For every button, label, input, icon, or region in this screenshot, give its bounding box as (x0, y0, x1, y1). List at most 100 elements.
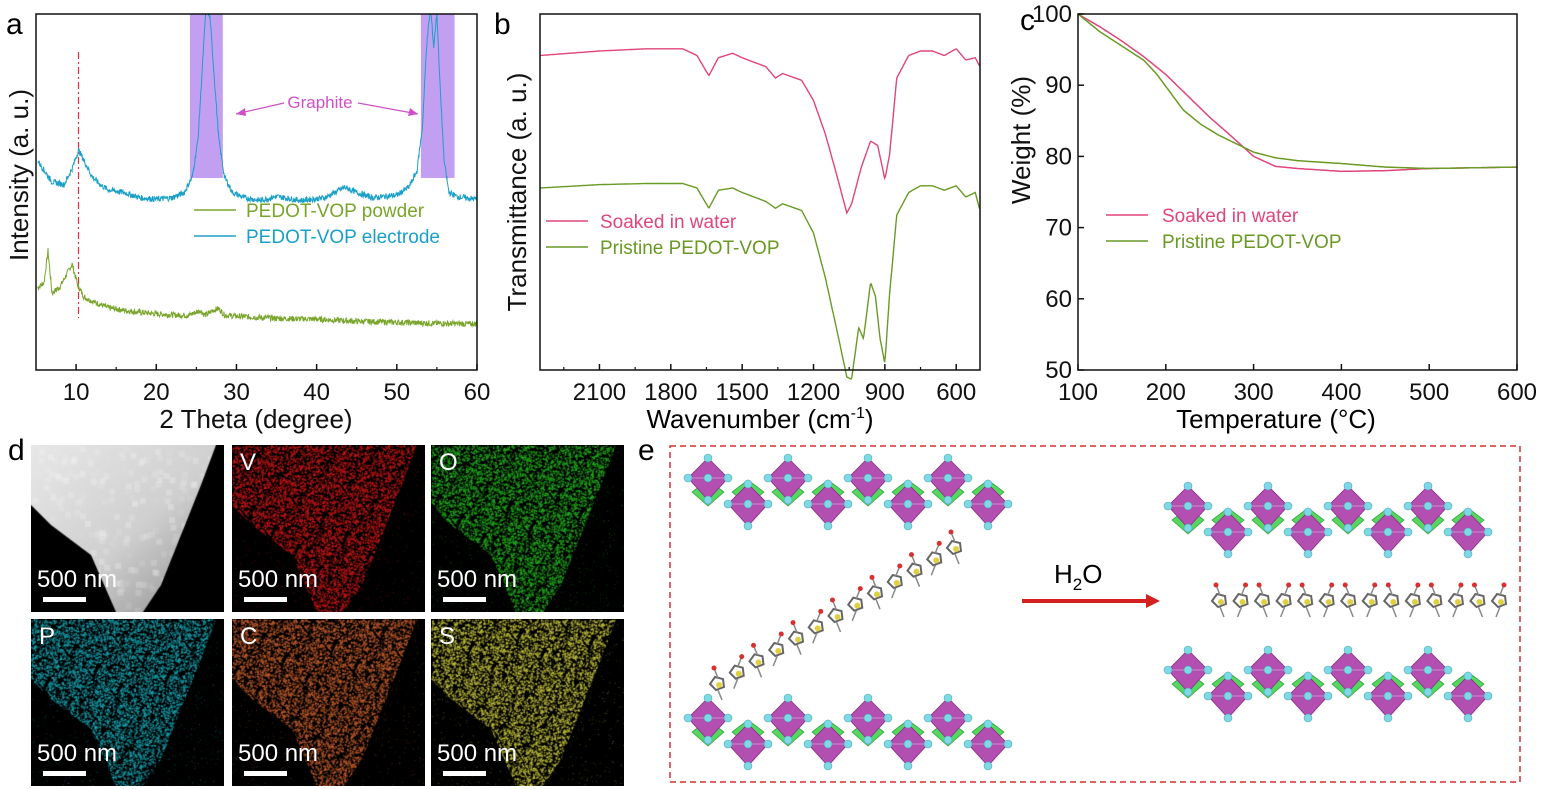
x-tick-label: 2100 (573, 379, 626, 406)
oxygen-atom (743, 719, 753, 729)
oxygen-atom (703, 713, 713, 723)
oxygen-atom (1303, 507, 1313, 517)
oxygen-atom (763, 713, 773, 723)
oxygen-atom-red (1256, 582, 1262, 588)
graphite-band-1 (189, 14, 223, 178)
panel-letter-c: c (1020, 4, 1035, 37)
oxygen-atom (883, 713, 893, 723)
sulfur-atom (913, 568, 920, 575)
y-tick-label: 90 (1045, 72, 1072, 99)
oxygen-atom (1303, 527, 1313, 537)
oxygen-atom (823, 761, 833, 771)
oxygen-atom (823, 521, 833, 531)
sulfur-atom (834, 614, 841, 620)
oxygen-atom (1343, 523, 1353, 533)
bond (796, 644, 802, 655)
oxygen-atom (983, 479, 993, 489)
oxygen-atom (763, 499, 773, 509)
oxygen-atom (1183, 523, 1193, 533)
oxygen-atom (903, 761, 913, 771)
bond (1391, 606, 1398, 618)
oxygen-atom-red (948, 529, 954, 535)
oxygen-atom-red (711, 665, 717, 671)
bond (1434, 606, 1441, 618)
oxygen-atom (803, 713, 813, 723)
oxygen-atom (863, 713, 873, 723)
oxygen-atom (1283, 527, 1293, 537)
oxygen-atom (1363, 527, 1373, 537)
thiophene-ring (1253, 592, 1271, 609)
series-pristine (1077, 13, 1517, 170)
thiophene-ring (886, 573, 903, 590)
h2o-label-sub: 2 (1073, 575, 1082, 594)
bond (733, 678, 739, 689)
oxygen-atom (923, 739, 933, 749)
bond (1366, 606, 1372, 618)
pedot-chain-after (1210, 582, 1508, 618)
scale-bar-label: 500 nm (437, 740, 518, 767)
sulfur-atom (893, 580, 900, 586)
oxygen-atom (1463, 507, 1473, 517)
oxygen-atom (1303, 691, 1313, 701)
oxygen-atom (943, 735, 953, 745)
series-soaked (1077, 13, 1517, 173)
oxygen-atom (1223, 671, 1233, 681)
sulfur-atom (1368, 599, 1375, 605)
graphite-arrow-right (357, 102, 419, 115)
oxygen-atom (843, 473, 853, 483)
sulfur-atom (1454, 599, 1461, 605)
oxygen-atom (1383, 549, 1393, 559)
oxygen-atom (1423, 481, 1433, 491)
oxygen-atom-red (857, 586, 863, 592)
oxygen-atom (883, 499, 893, 509)
oxygen-atom (1263, 687, 1273, 697)
oxygen-atom (1003, 739, 1013, 749)
oxygen-atom-red (1471, 582, 1477, 588)
oxygen-atom (1283, 691, 1293, 701)
oxygen-atom (803, 473, 813, 483)
sulfur-atom (1433, 599, 1440, 605)
oxygen-atom (783, 693, 793, 703)
oxygen-atom (783, 473, 793, 483)
oxygen-atom (1183, 501, 1193, 511)
oxygen-atom (823, 739, 833, 749)
y-tick-label: 80 (1045, 143, 1072, 170)
oxygen-atom-red (897, 563, 903, 569)
scale-bar-label: 500 nm (37, 566, 118, 593)
oxygen-atom (1183, 481, 1193, 491)
oxygen-atom (723, 499, 733, 509)
oxygen-atom (1443, 665, 1453, 675)
x-tick-label: 100 (1058, 379, 1098, 406)
oxygen-atom (963, 473, 973, 483)
oxygen-atom (1483, 691, 1493, 701)
thiophene-ring (708, 675, 726, 692)
oxygen-atom (1463, 549, 1473, 559)
oxygen-atom (743, 499, 753, 509)
oxygen-atom (883, 473, 893, 483)
oxygen-atom (683, 473, 693, 483)
oxygen-atom (983, 719, 993, 729)
oxygen-atom (1223, 713, 1233, 723)
oxygen-atom (1343, 501, 1353, 511)
oxygen-atom-red (1243, 582, 1249, 588)
x-tick-label: 1500 (715, 379, 768, 406)
thiophene-ring (728, 664, 745, 680)
oxygen-atom (823, 499, 833, 509)
panel-b-frame (539, 13, 981, 371)
bond (875, 599, 881, 610)
thiophene-ring (1275, 592, 1292, 609)
series-powder (37, 248, 478, 328)
oxygen-atom (1383, 527, 1393, 537)
thiophene-ring (866, 585, 884, 601)
oxygen-atom-red (1299, 582, 1305, 588)
oxygen-atom (783, 495, 793, 505)
oxygen-atom (1243, 691, 1253, 701)
oxygen-atom (1343, 481, 1353, 491)
oxygen-atom-red (1286, 582, 1292, 588)
bond (1219, 606, 1225, 618)
eds-map-image (232, 619, 425, 786)
bond (756, 667, 763, 678)
y-tick-label: 70 (1045, 215, 1072, 242)
scale-bar (43, 771, 86, 776)
series-pristine (540, 182, 981, 380)
